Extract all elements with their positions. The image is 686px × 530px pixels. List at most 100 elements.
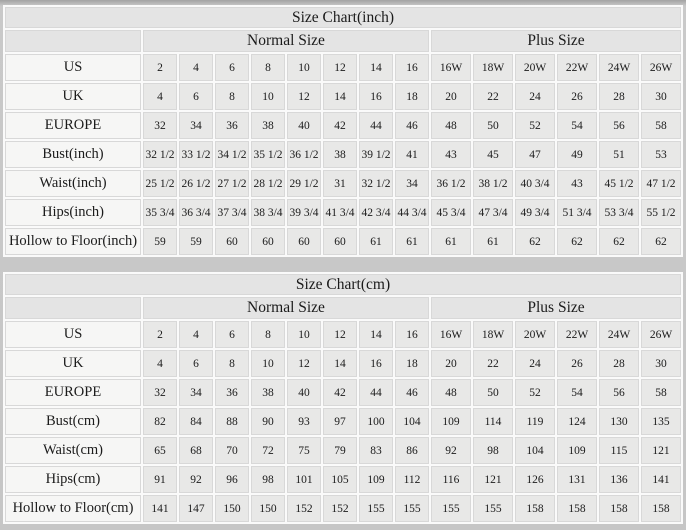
table-cell: 32 1/2	[143, 141, 177, 168]
table-cell: 24	[515, 83, 555, 110]
table-cell: 36 1/2	[287, 141, 321, 168]
table-cell: 16W	[431, 321, 471, 348]
table-cell: 2	[143, 54, 177, 81]
table-cell: 36	[215, 379, 249, 406]
row-label: Hollow to Floor(cm)	[5, 495, 141, 522]
table-cell: 37 3/4	[215, 199, 249, 226]
table-cell: 20W	[515, 321, 555, 348]
table-cell: 86	[395, 437, 429, 464]
column-group-row: Normal Size Plus Size	[5, 30, 681, 52]
table-cell: 92	[179, 466, 213, 493]
table-cell: 39 3/4	[287, 199, 321, 226]
table-cell: 20	[431, 350, 471, 377]
row-label: US	[5, 54, 141, 81]
table-cell: 12	[323, 54, 357, 81]
table-cell: 22W	[557, 54, 597, 81]
table-cell: 41 3/4	[323, 199, 357, 226]
table-cell: 27 1/2	[215, 170, 249, 197]
table-cell: 88	[215, 408, 249, 435]
table-cell: 26 1/2	[179, 170, 213, 197]
corner-cell	[5, 297, 141, 319]
table-cell: 22W	[557, 321, 597, 348]
table-cell: 62	[599, 228, 639, 255]
row-label: Hollow to Floor(inch)	[5, 228, 141, 255]
table-cell: 14	[323, 350, 357, 377]
table-cell: 43	[431, 141, 471, 168]
table-cell: 104	[395, 408, 429, 435]
table-cell: 12	[287, 350, 321, 377]
table-cell: 114	[473, 408, 513, 435]
table-cell: 4	[143, 83, 177, 110]
row-label: Bust(cm)	[5, 408, 141, 435]
table-cell: 47 1/2	[641, 170, 681, 197]
table-cell: 82	[143, 408, 177, 435]
size-chart-inch-table: Size Chart(inch) Normal Size Plus Size US 2 4…	[3, 5, 683, 257]
table-cell: 46	[395, 379, 429, 406]
table-cell: 56	[599, 379, 639, 406]
table-cell: 155	[395, 495, 429, 522]
table-cell: 58	[641, 112, 681, 139]
table-cell: 92	[431, 437, 471, 464]
table-row: Hips(inch) 35 3/4 36 3/4 37 3/4 38 3/4 39 3/4…	[5, 199, 681, 226]
table-cell: 38 3/4	[251, 199, 285, 226]
table-cell: 26W	[641, 54, 681, 81]
table-cell: 16W	[431, 54, 471, 81]
table-cell: 97	[323, 408, 357, 435]
table-cell: 34	[179, 112, 213, 139]
corner-cell	[5, 30, 141, 52]
table-row: UK 4 6 8 10 12 14 16 18 20 22 24 26 28 30	[5, 83, 681, 110]
table-cell: 42 3/4	[359, 199, 393, 226]
table-cell: 28 1/2	[251, 170, 285, 197]
table-cell: 155	[473, 495, 513, 522]
row-label: US	[5, 321, 141, 348]
table-cell: 16	[359, 350, 393, 377]
table-cell: 60	[323, 228, 357, 255]
table-cell: 4	[179, 54, 213, 81]
table-cell: 53	[641, 141, 681, 168]
table-cell: 20W	[515, 54, 555, 81]
table-cell: 152	[287, 495, 321, 522]
table-cell: 35 1/2	[251, 141, 285, 168]
table-cell: 58	[641, 379, 681, 406]
table-cell: 46	[395, 112, 429, 139]
table-cell: 30	[641, 83, 681, 110]
table-cell: 43	[557, 170, 597, 197]
table-row: US 2 4 6 8 10 12 14 16 16W 18W 20W 22W 24W 26W	[5, 54, 681, 81]
table-cell: 68	[179, 437, 213, 464]
table-cell: 62	[641, 228, 681, 255]
table-cell: 54	[557, 379, 597, 406]
table-cell: 49 3/4	[515, 199, 555, 226]
table-cell: 14	[323, 83, 357, 110]
table-cell: 62	[557, 228, 597, 255]
table-cell: 121	[641, 437, 681, 464]
table-cell: 6	[179, 350, 213, 377]
table-cell: 124	[557, 408, 597, 435]
table-row: Waist(inch) 25 1/2 26 1/2 27 1/2 28 1/2 29 1/…	[5, 170, 681, 197]
table-title-row: Size Chart(inch)	[5, 7, 681, 28]
table-cell: 104	[515, 437, 555, 464]
table-cell: 34	[179, 379, 213, 406]
table-cell: 26W	[641, 321, 681, 348]
table-cell: 61	[473, 228, 513, 255]
table-cell: 16	[395, 54, 429, 81]
table-cell: 38 1/2	[473, 170, 513, 197]
table-cell: 60	[251, 228, 285, 255]
table-cell: 20	[431, 83, 471, 110]
table-cell: 47	[515, 141, 555, 168]
table-cell: 33 1/2	[179, 141, 213, 168]
table-row: EUROPE 32 34 36 38 40 42 44 46 48 50 52 54 56 58	[5, 112, 681, 139]
table-cell: 60	[215, 228, 249, 255]
table-cell: 50	[473, 112, 513, 139]
table-cell: 53 3/4	[599, 199, 639, 226]
size-chart-cm-table: Size Chart(cm) Normal Size Plus Size US 2 4 6 8…	[3, 272, 683, 524]
table-cell: 119	[515, 408, 555, 435]
table-cell: 158	[599, 495, 639, 522]
table-cell: 83	[359, 437, 393, 464]
table-cell: 51 3/4	[557, 199, 597, 226]
table-cell: 72	[251, 437, 285, 464]
table-cell: 121	[473, 466, 513, 493]
table-cell: 36 3/4	[179, 199, 213, 226]
row-label: Waist(cm)	[5, 437, 141, 464]
row-label: Bust(inch)	[5, 141, 141, 168]
